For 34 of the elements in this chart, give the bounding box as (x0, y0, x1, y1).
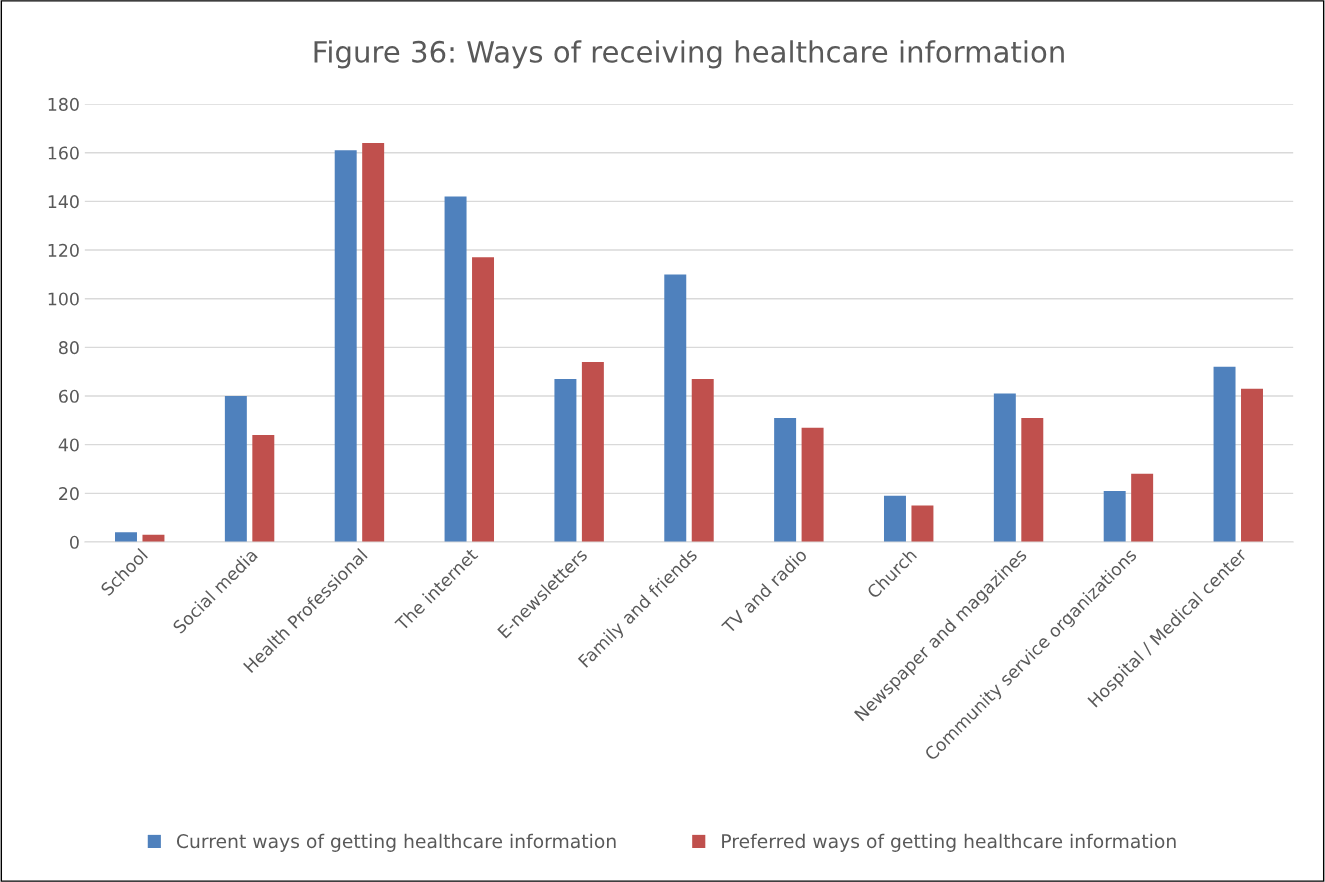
bar (1241, 388, 1263, 542)
bar (1213, 366, 1236, 542)
bar (362, 143, 385, 542)
y-tick-label: 160 (48, 146, 79, 160)
bar (334, 150, 357, 542)
bar (883, 495, 906, 542)
bar (472, 257, 495, 542)
y-tick-label: 120 (48, 243, 79, 257)
bar (1103, 490, 1126, 542)
y-tick-label: 100 (48, 292, 79, 306)
y-tick-label: 40 (58, 438, 79, 452)
bar (1021, 417, 1044, 542)
bar (911, 505, 934, 542)
y-tick-label: 80 (59, 341, 79, 355)
bar (554, 378, 577, 542)
legend-label: Current ways of getting healthcare information (176, 833, 616, 852)
y-tick-label: 20 (59, 487, 79, 501)
chart-title: Figure 36: Ways of receiving healthcare information (314, 40, 1064, 69)
bar (1131, 473, 1154, 542)
bar (444, 196, 467, 542)
y-tick-label: 140 (48, 195, 79, 209)
bar (224, 396, 247, 542)
bar (774, 417, 797, 542)
y-tick-label: 180 (48, 97, 79, 111)
bar (691, 378, 714, 542)
y-tick-label: 60 (59, 389, 79, 403)
y-tick-label: 0 (70, 535, 79, 549)
bar (581, 361, 604, 542)
bar (115, 532, 137, 542)
bar (664, 274, 687, 542)
legend-label: Preferred ways of getting healthcare information (722, 833, 1176, 852)
bar (252, 434, 275, 542)
bar (993, 393, 1016, 542)
bar (801, 427, 824, 542)
